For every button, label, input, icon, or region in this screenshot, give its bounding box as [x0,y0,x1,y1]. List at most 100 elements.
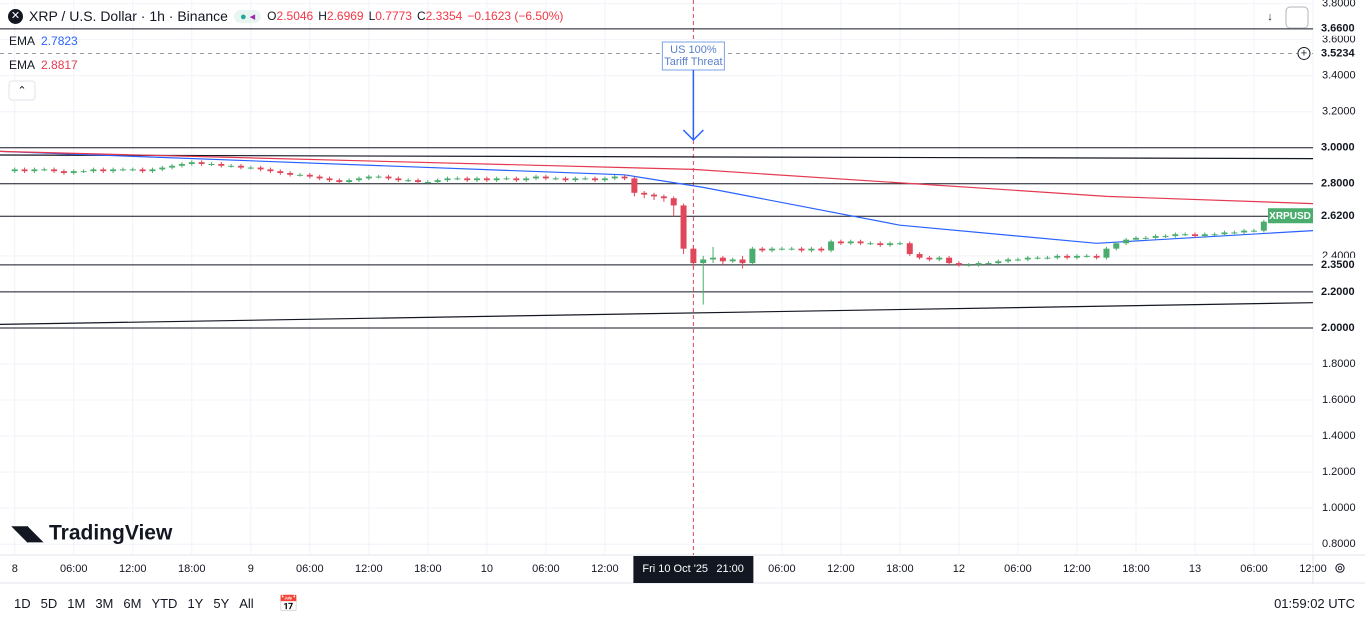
candle-body [621,176,628,179]
annotation-arrowhead [682,129,704,142]
y-tick-label: 1.0000 [1322,502,1356,514]
candle-body [916,254,923,258]
y-tick-label: 1.8000 [1322,358,1356,370]
candle-body [316,176,323,179]
candle-body [41,169,48,171]
candle-body [336,180,343,182]
candle-body [739,259,746,264]
indicator-value: 2.7823 [41,34,78,48]
level-label-bg [1314,140,1365,155]
candle-body [985,263,992,265]
symbol: XRP / U.S. Dollar · 1h · Binance [29,8,228,24]
candle-body [808,248,815,251]
candle-body [582,178,589,180]
candle-body [700,259,707,264]
candles [11,160,1287,305]
y-tick-label: 3.8000 [1322,0,1356,10]
clock: 01:59:02 UTC [1274,596,1355,611]
candle-body [129,169,136,171]
range-button[interactable]: All [234,596,258,611]
candle-body [1014,259,1021,261]
indicator-name: EMA [9,34,36,48]
candle-body [444,178,451,181]
candle-body [601,178,608,181]
candle-body [1221,232,1228,235]
level-label-bg [1314,320,1365,335]
candle-body [769,248,776,251]
candle-body [533,176,540,179]
candle-body [1162,236,1169,238]
candle-body [503,178,510,180]
level-label-bg [1314,209,1365,224]
status[interactable]: ● ◂ [233,9,262,23]
candle-body [847,241,854,244]
series-label: XRPUSD [1269,211,1311,222]
candle-body [60,171,67,173]
candle-body [51,169,58,172]
level-label: 2.6200 [1321,210,1355,222]
candle-body [690,248,697,264]
candle-body [296,174,303,176]
ranges: 1D 5D 1M 3M 6M YTD 1Y 5Y All [0,596,259,611]
level-label: 3.6600 [1321,23,1355,35]
candle-body [464,178,471,181]
x-tick-label: 12 [953,563,965,575]
candle-body [906,243,913,255]
candle-body [178,163,185,166]
indicator-value: 2.8817 [41,58,78,72]
candle-body [1064,255,1071,258]
annotation-box [661,41,725,71]
candle-body [1083,255,1090,257]
indicator-legend: EMA 2.7823 [9,34,78,48]
candle-body [896,243,903,245]
range-button[interactable]: 3M [90,596,118,611]
ema-line [0,150,1314,205]
settings-button[interactable] [1285,6,1309,29]
ohlc-key: H [318,9,327,23]
change: −0.1623 (−6.50%) [467,9,564,23]
collapse-button[interactable] [8,80,36,101]
candle-body [1044,257,1051,259]
down-icon[interactable]: ↓ [1267,11,1273,23]
candle-body [729,259,736,262]
range-button[interactable]: 6M [118,596,146,611]
crosshair-label-bg [633,556,754,583]
x-tick-label: 06:00 [60,563,88,575]
settings-icon[interactable]: ⊚ [1334,560,1346,576]
overlay: XRPUSD US 100%Tariff Threat [661,41,1313,224]
chart: XRPUSD US 100%Tariff Threat TradingView ◥… [0,0,1365,584]
candle-body [119,169,126,171]
range-button[interactable]: YTD [146,596,182,611]
level-label: 2.0000 [1321,322,1355,334]
range-button[interactable]: 1M [62,596,90,611]
candle-body [946,257,953,264]
candle-body [346,180,353,182]
candle-body [414,180,421,182]
candle-body [857,241,864,244]
candle-body [1054,255,1061,258]
candle-body [1211,234,1218,236]
candle-body [1241,230,1248,233]
candle-body [837,241,844,244]
grid [0,0,1314,555]
y-tick-label: 3.2000 [1322,106,1356,118]
candle-body [80,171,87,173]
level-label: 2.3500 [1321,259,1355,271]
date-range-icon[interactable]: 📅 [278,595,299,613]
candle-body [375,176,382,178]
ohlc-key: L [368,9,376,23]
candle-body [631,178,638,193]
range-button[interactable]: 5D [36,596,63,611]
candle-body [493,178,500,181]
add-level-plus: + [1301,47,1307,59]
candle-body [1172,234,1179,237]
range-button[interactable]: 1D [9,596,36,611]
candle-body [1152,236,1159,238]
candle-body [1093,255,1100,258]
range-button[interactable]: 5Y [208,596,234,611]
candle-body [965,264,972,266]
candle-body [710,257,717,260]
range-button[interactable]: 1Y [182,596,208,611]
ohlc-value: 0.7773 [375,9,412,23]
